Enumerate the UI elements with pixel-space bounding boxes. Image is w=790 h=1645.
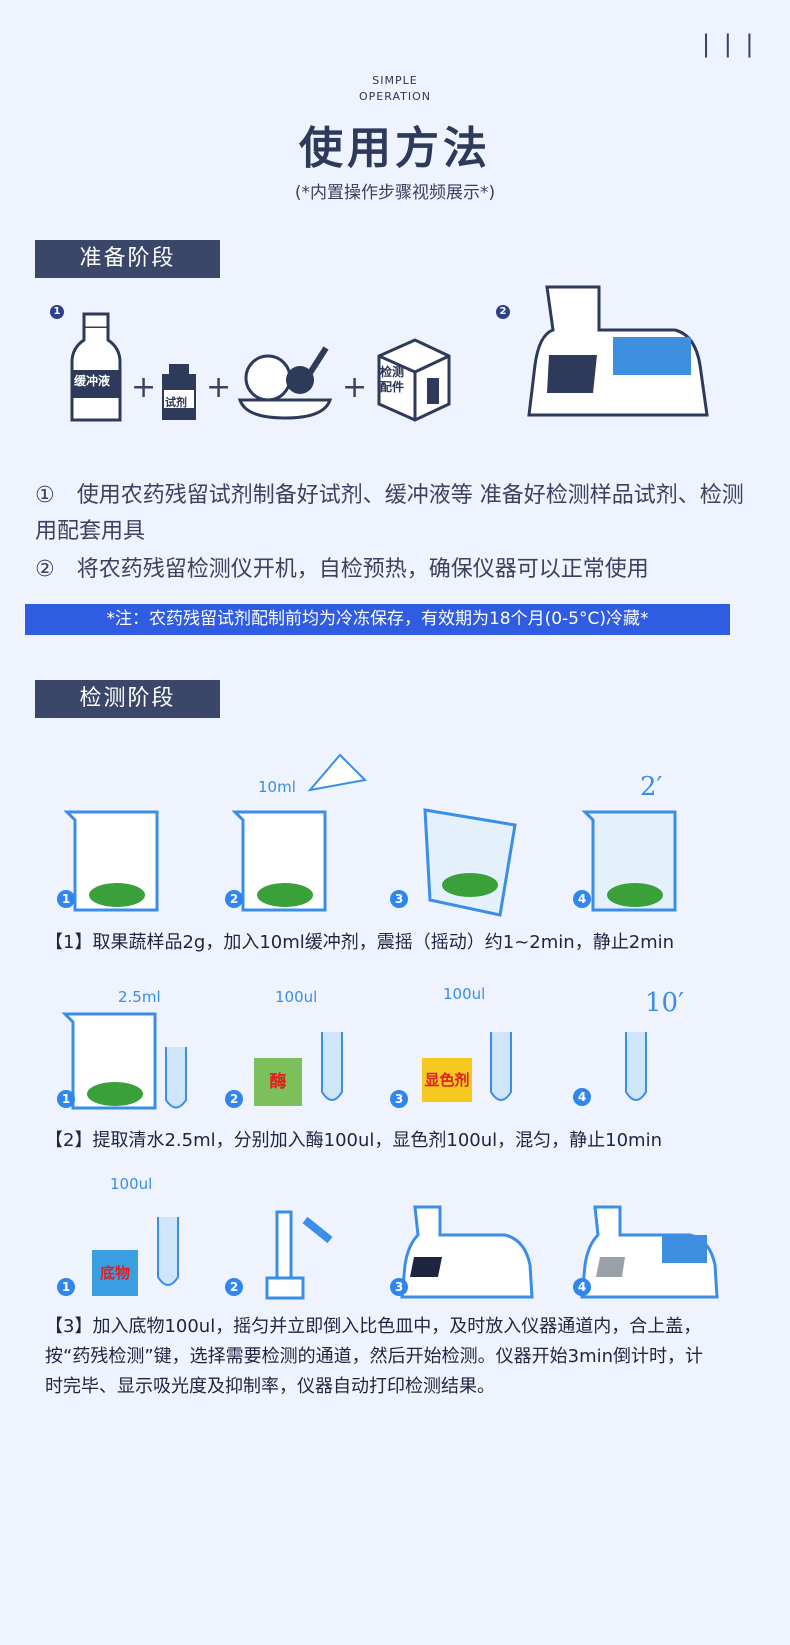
detect-section-label: 检测阶段 [35, 680, 220, 718]
page-title: 使用方法 [299, 123, 491, 174]
reagent-icon [162, 364, 196, 420]
row3-volume: 100ul [110, 1175, 153, 1193]
vegetables-icon [237, 346, 333, 420]
row3-num-3: 3 [390, 1278, 408, 1296]
box-icon [377, 338, 451, 422]
substrate-pack: 底物 [92, 1250, 138, 1296]
cuvette-icon [265, 1210, 333, 1300]
beaker-leaves-icon-1 [63, 810, 159, 912]
row1-num-3: 3 [390, 890, 408, 908]
test-tube-icon-2 [321, 1032, 343, 1101]
row2-caption: 【2】提取清水2.5ml，分别加入酶100ul，显色剂100ul，混匀，静止10… [45, 1130, 662, 1151]
enzyme-pack: 酶 [254, 1058, 302, 1106]
instrument-result-icon [580, 1205, 719, 1299]
row2-num-1: 1 [57, 1090, 75, 1108]
page-subtitle: (*内置操作步骤视频展示*) [294, 183, 496, 203]
prep-num-2: 2 [496, 305, 510, 319]
plus-3: + [342, 370, 368, 405]
storage-note: *注：农药残留试剂配制前均为冷冻保存，有效期为18个月(0-5°C)冷藏* [25, 604, 730, 635]
test-tube-icon-1 [165, 1047, 187, 1109]
plus-1: + [131, 370, 157, 405]
prep-item-1: ① 使用农药残留试剂制备好试剂、缓冲液等 准备好检测样品试剂、检测用配套用具 [35, 483, 744, 544]
beaker-water-icon [61, 1012, 157, 1110]
en-line2: OPERATION [359, 90, 431, 103]
row3-num-2: 2 [225, 1278, 243, 1296]
row1-num-4: 4 [573, 890, 591, 908]
row1-timer: 2′ [640, 772, 663, 802]
row3-num-4: 4 [573, 1278, 591, 1296]
row1-num-2: 2 [225, 890, 243, 908]
row2-volume-2: 100ul [275, 988, 318, 1006]
row3-caption: 【3】加入底物100ul，摇匀并立即倒入比色皿中，及时放入仪器通道内，合上盖，按… [45, 1316, 704, 1397]
row3-num-1: 1 [57, 1278, 75, 1296]
row2-volume-3: 100ul [443, 985, 486, 1003]
row2-num-2: 2 [225, 1090, 243, 1108]
test-tube-icon-5 [157, 1217, 179, 1286]
test-tube-icon-3 [490, 1032, 512, 1101]
shaking-beaker-icon [423, 808, 517, 917]
bottle-icon [70, 312, 122, 422]
row2-volume-1: 2.5ml [118, 988, 161, 1006]
row2-num-4: 4 [573, 1088, 591, 1106]
detector-instrument-icon [527, 285, 709, 417]
beaker-leaves-icon-2 [231, 810, 327, 912]
bottle-label: 缓冲液 [74, 374, 111, 388]
bars-icon[interactable]: | | | [702, 30, 757, 58]
prep-section-label: 准备阶段 [35, 240, 220, 278]
reagent-label: 试剂 [165, 396, 187, 409]
row2-num-3: 3 [390, 1090, 408, 1108]
en-line1: SIMPLE [372, 74, 418, 87]
row1-volume: 10ml [258, 778, 296, 796]
beaker-settled-icon [581, 810, 677, 912]
chromogen-pack: 显色剂 [422, 1058, 472, 1102]
test-tube-icon-4 [625, 1032, 647, 1101]
prep-item-2: ② 将农药残留检测仪开机，自检预热，确保仪器可以正常使用 [35, 557, 649, 582]
row2-timer: 10′ [645, 988, 684, 1018]
box-label: 检测配件 [380, 365, 405, 394]
instrument-open-icon [400, 1205, 534, 1299]
flask-pour-icon [307, 753, 368, 792]
plus-2: + [206, 370, 232, 405]
row1-num-1: 1 [57, 890, 75, 908]
prep-num-1: 1 [50, 305, 64, 319]
row1-caption: 【1】取果蔬样品2g，加入10ml缓冲剂，震摇（摇动）约1~2min，静止2mi… [45, 932, 675, 953]
